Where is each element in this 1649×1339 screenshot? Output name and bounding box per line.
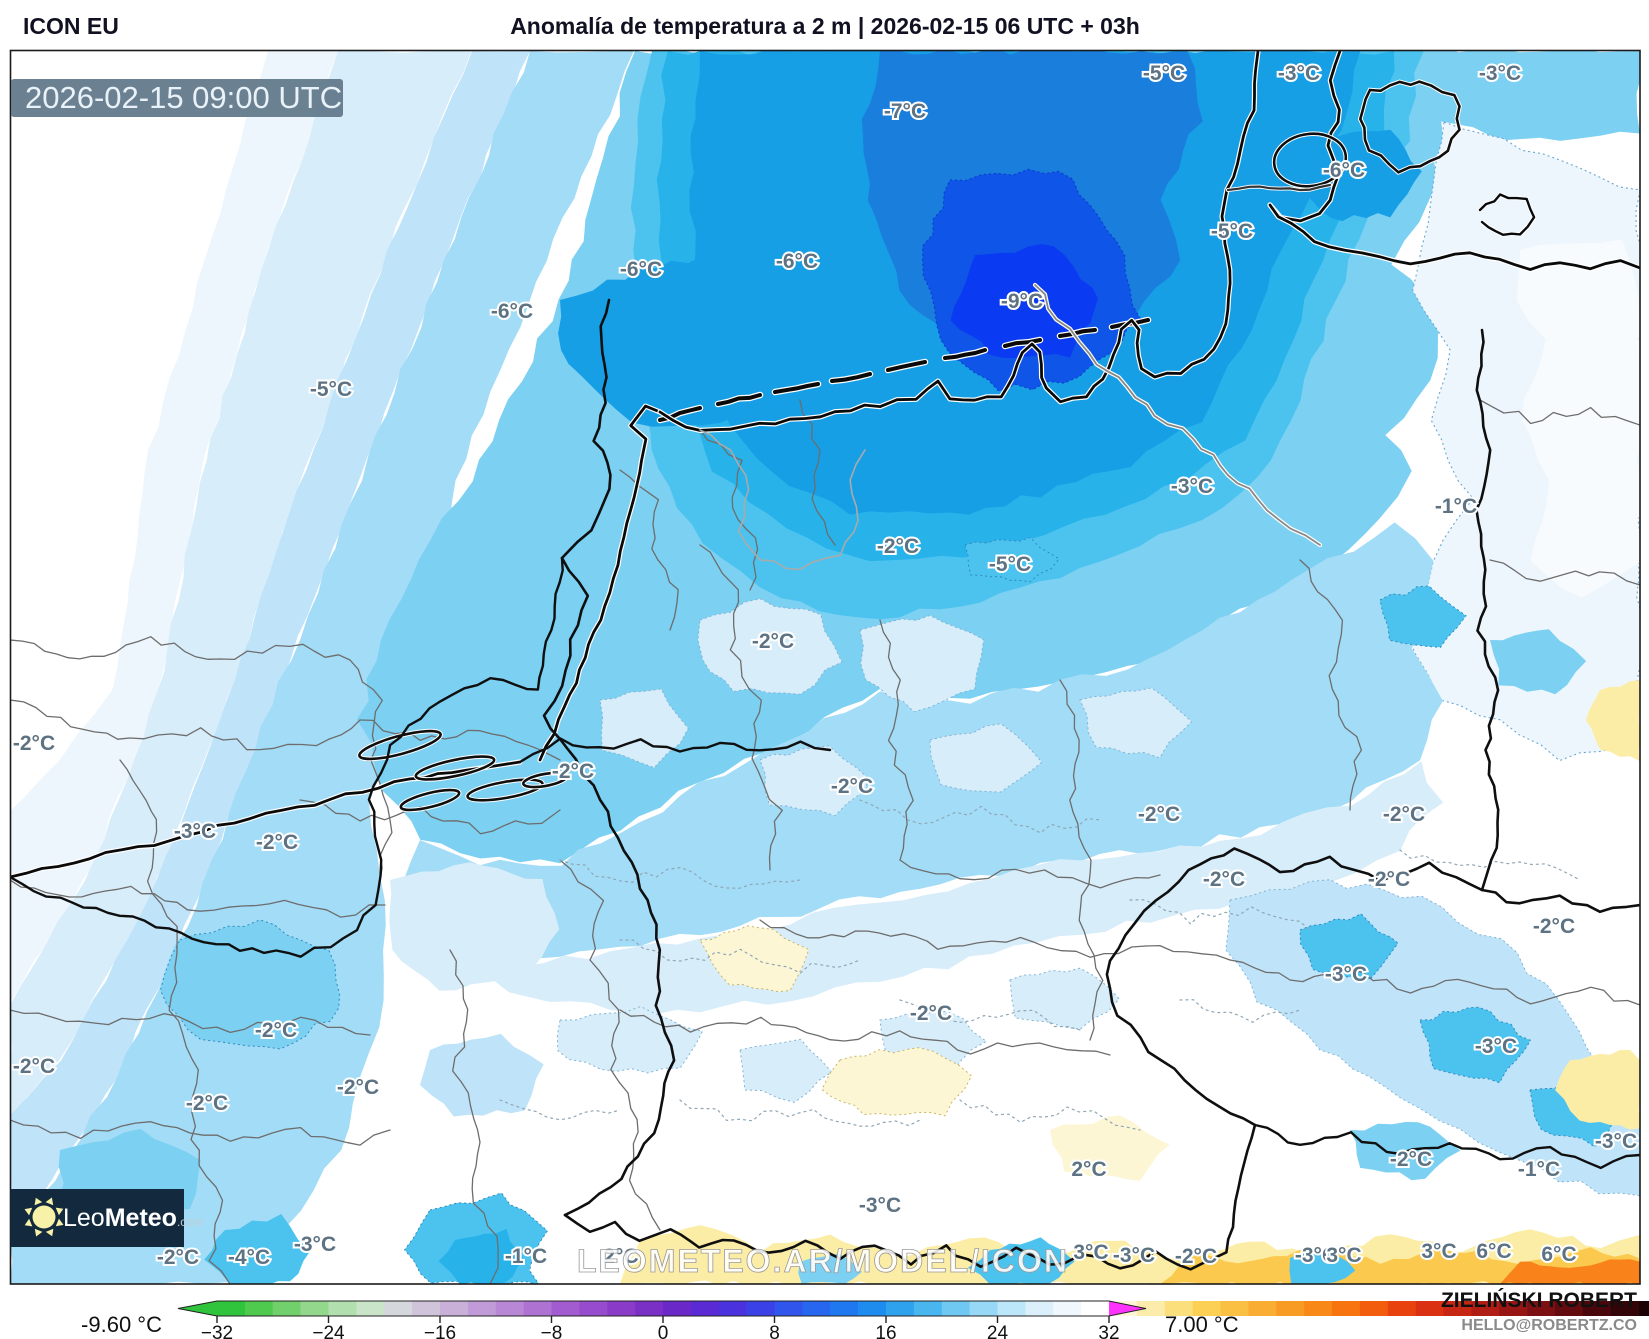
svg-text:2026-02-15 09:00 UTC: 2026-02-15 09:00 UTC [25,80,342,115]
svg-text:-2°C: -2°C [13,1055,55,1078]
svg-text:-6°C: -6°C [1323,159,1365,182]
svg-text:-2°C: -2°C [255,1019,297,1042]
svg-text:-6°C: -6°C [776,250,818,273]
svg-text:-1°C: -1°C [1435,495,1477,518]
svg-text:LeoMeteo.com: LeoMeteo.com [63,1204,203,1232]
svg-text:16: 16 [875,1323,896,1339]
svg-text:-2°C: -2°C [256,831,298,854]
svg-text:8: 8 [769,1323,780,1339]
svg-text:ZIELIŃSKI ROBERT: ZIELIŃSKI ROBERT [1441,1289,1637,1312]
svg-text:-5°C: -5°C [989,553,1031,576]
svg-text:32: 32 [1098,1323,1119,1339]
svg-text:3°C: 3°C [1421,1240,1456,1263]
svg-text:-3°C: -3°C [1295,1244,1337,1267]
svg-text:−24: −24 [312,1323,345,1339]
svg-text:-2°C: -2°C [910,1002,952,1025]
svg-text:6°C: 6°C [1541,1243,1576,1266]
svg-text:-3°C: -3°C [294,1233,336,1256]
svg-text:24: 24 [987,1323,1009,1339]
svg-text:2°C: 2°C [603,1245,638,1268]
svg-text:-6°C: -6°C [620,258,662,281]
svg-text:-3°C: -3°C [1278,62,1320,85]
svg-text:-2°C: -2°C [186,1092,228,1115]
svg-text:3°C: 3°C [1326,1244,1361,1267]
svg-text:-2°C: -2°C [1383,803,1425,826]
svg-text:ICON EU: ICON EU [23,13,119,39]
svg-text:-2°C: -2°C [1533,915,1575,938]
svg-text:-2°C: -2°C [1368,868,1410,891]
svg-text:-1°C: -1°C [1518,1158,1560,1181]
svg-text:-3°C: -3°C [1171,475,1213,498]
svg-text:-2°C: -2°C [1390,1148,1432,1171]
svg-text:2°C: 2°C [1071,1158,1106,1181]
svg-text:-2°C: -2°C [1203,868,1245,891]
svg-text:-3°C: -3°C [1595,1130,1637,1153]
svg-text:-2°C: -2°C [337,1076,379,1099]
svg-text:3°C: 3°C [1073,1241,1108,1264]
svg-text:-3°C: -3°C [1325,963,1367,986]
svg-text:-2°C: -2°C [877,535,919,558]
svg-text:-2°C: -2°C [831,775,873,798]
svg-text:-5°C: -5°C [1143,62,1185,85]
svg-text:-1°C: -1°C [505,1245,547,1268]
svg-text:−8: −8 [541,1323,563,1339]
svg-text:-7°C: -7°C [884,100,926,123]
svg-text:-9.60 °C: -9.60 °C [81,1312,162,1337]
svg-text:-5°C: -5°C [310,378,352,401]
svg-text:-3°C: -3°C [1113,1244,1155,1267]
svg-text:LEOMETEO.AR/MODEL/ICON: LEOMETEO.AR/MODEL/ICON [577,1243,1069,1279]
svg-text:-4°C: -4°C [228,1246,270,1269]
svg-text:-3°C: -3°C [174,820,216,843]
svg-text:-2°C: -2°C [157,1246,199,1269]
svg-text:6°C: 6°C [1476,1240,1511,1263]
svg-text:−16: −16 [424,1323,456,1339]
svg-text:-5°C: -5°C [1211,220,1253,243]
svg-text:-3°C: -3°C [1479,62,1521,85]
svg-text:-2°C: -2°C [1175,1245,1217,1268]
svg-text:−32: −32 [201,1323,233,1339]
svg-text:Anomalía de temperatura a 2 m: Anomalía de temperatura a 2 m | 2026-02-… [510,13,1140,39]
svg-text:-2°C: -2°C [752,630,794,653]
svg-text:-2°C: -2°C [552,760,594,783]
svg-text:7.00 °C: 7.00 °C [1165,1312,1239,1337]
svg-text:-6°C: -6°C [491,300,533,323]
svg-text:-3°C: -3°C [859,1194,901,1217]
svg-text:-2°C: -2°C [13,732,55,755]
svg-text:-3°C: -3°C [1475,1035,1517,1058]
svg-text:-9°C: -9°C [1001,290,1043,313]
svg-text:HELLO@ROBERTZ.CO: HELLO@ROBERTZ.CO [1461,1317,1637,1334]
svg-text:-2°C: -2°C [1138,803,1180,826]
svg-text:0: 0 [658,1323,669,1339]
